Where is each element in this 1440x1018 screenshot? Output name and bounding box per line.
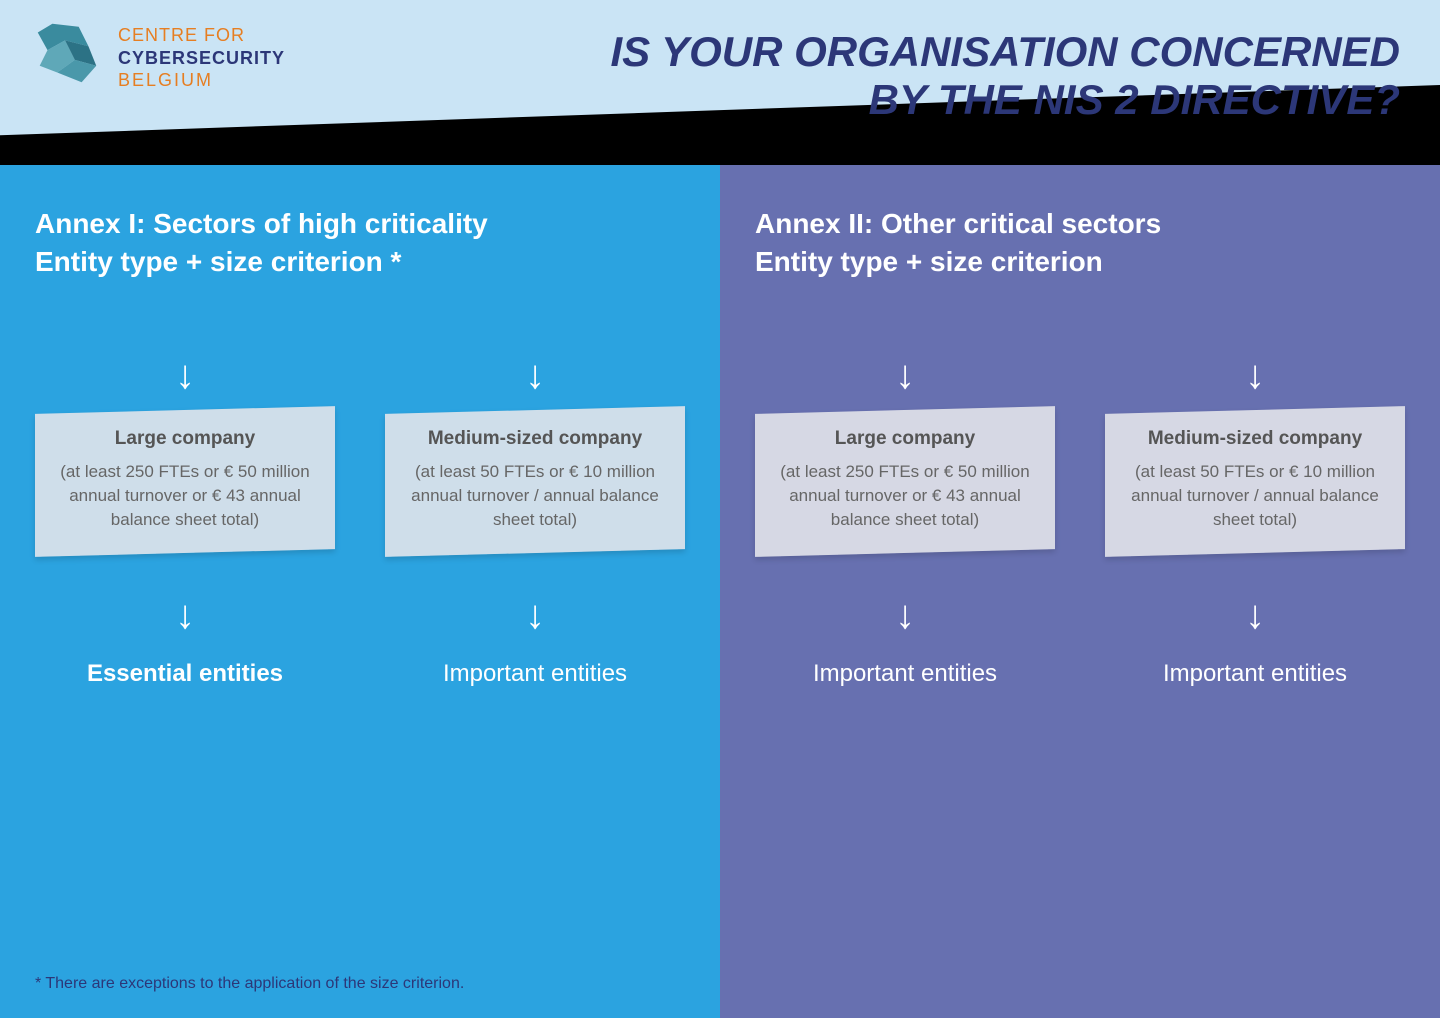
- panel-left-title-line2: Entity type + size criterion *: [35, 243, 685, 281]
- flow-column: ↓ Medium-sized company (at least 50 FTEs…: [385, 341, 685, 690]
- panel-right-title-line2: Entity type + size criterion: [755, 243, 1405, 281]
- arrow-down-icon: ↓: [895, 593, 915, 638]
- ccb-logo-icon: [28, 18, 106, 90]
- flow-column: ↓ Large company (at least 250 FTEs or € …: [755, 341, 1055, 690]
- result-label: Important entities: [443, 658, 627, 689]
- box-desc: (at least 50 FTEs or € 10 million annual…: [401, 460, 669, 531]
- title-line2: BY THE NIS 2 DIRECTIVE?: [610, 76, 1400, 124]
- arrow-down-icon: ↓: [175, 353, 195, 398]
- arrow-down-icon: ↓: [895, 353, 915, 398]
- logo-line3: BELGIUM: [118, 69, 285, 92]
- arrow-down-icon: ↓: [175, 593, 195, 638]
- panel-right-flow: ↓ Large company (at least 250 FTEs or € …: [755, 341, 1405, 690]
- box-desc: (at least 250 FTEs or € 50 million annua…: [51, 460, 319, 531]
- panel-annex-2: Annex II: Other critical sectors Entity …: [720, 165, 1440, 1018]
- arrow-down-icon: ↓: [1245, 593, 1265, 638]
- logo-line1: CENTRE FOR: [118, 24, 285, 47]
- result-label: Important entities: [813, 658, 997, 689]
- result-label: Essential entities: [87, 658, 283, 689]
- panel-right-title: Annex II: Other critical sectors Entity …: [755, 205, 1405, 281]
- main-title: IS YOUR ORGANISATION CONCERNED BY THE NI…: [610, 28, 1400, 125]
- title-line1: IS YOUR ORGANISATION CONCERNED: [610, 28, 1400, 76]
- flow-column: ↓ Medium-sized company (at least 50 FTEs…: [1105, 341, 1405, 690]
- result-label: Important entities: [1163, 658, 1347, 689]
- footnote: * There are exceptions to the applicatio…: [35, 975, 464, 993]
- arrow-down-icon: ↓: [525, 353, 545, 398]
- arrow-down-icon: ↓: [525, 593, 545, 638]
- box-desc: (at least 50 FTEs or € 10 million annual…: [1121, 460, 1389, 531]
- box-title: Medium-sized company: [1121, 428, 1389, 450]
- box-title: Medium-sized company: [401, 428, 669, 450]
- company-size-box: Large company (at least 250 FTEs or € 50…: [35, 406, 335, 557]
- logo-line2: CYBERSECURITY: [118, 47, 285, 70]
- arrow-down-icon: ↓: [1245, 353, 1265, 398]
- header: CENTRE FOR CYBERSECURITY BELGIUM IS YOUR…: [0, 0, 1440, 165]
- company-size-box: Medium-sized company (at least 50 FTEs o…: [385, 406, 685, 557]
- panel-annex-1: Annex I: Sectors of high criticality Ent…: [0, 165, 720, 1018]
- box-desc: (at least 250 FTEs or € 50 million annua…: [771, 460, 1039, 531]
- infographic-container: CENTRE FOR CYBERSECURITY BELGIUM IS YOUR…: [0, 0, 1440, 1018]
- logo-section: CENTRE FOR CYBERSECURITY BELGIUM: [28, 18, 285, 92]
- panel-left-flow: ↓ Large company (at least 250 FTEs or € …: [35, 341, 685, 690]
- flow-column: ↓ Large company (at least 250 FTEs or € …: [35, 341, 335, 690]
- panel-right-title-line1: Annex II: Other critical sectors: [755, 205, 1405, 243]
- panel-left-title: Annex I: Sectors of high criticality Ent…: [35, 205, 685, 281]
- company-size-box: Medium-sized company (at least 50 FTEs o…: [1105, 406, 1405, 557]
- logo-text: CENTRE FOR CYBERSECURITY BELGIUM: [118, 18, 285, 92]
- company-size-box: Large company (at least 250 FTEs or € 50…: [755, 406, 1055, 557]
- panel-left-title-line1: Annex I: Sectors of high criticality: [35, 205, 685, 243]
- box-title: Large company: [51, 428, 319, 450]
- content-area: Annex I: Sectors of high criticality Ent…: [0, 165, 1440, 1018]
- box-title: Large company: [771, 428, 1039, 450]
